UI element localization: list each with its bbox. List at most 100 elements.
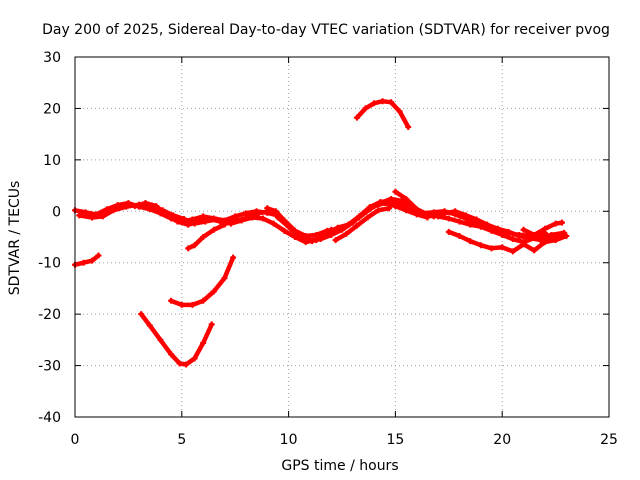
- data-point: [168, 297, 175, 304]
- data-point: [146, 322, 153, 329]
- data-point: [403, 207, 410, 214]
- y-tick-label: 0: [52, 204, 61, 220]
- y-tick-label: -30: [38, 359, 61, 375]
- data-point: [131, 203, 138, 210]
- x-tick-label: 25: [600, 432, 618, 448]
- data-point: [221, 221, 228, 228]
- data-point: [563, 232, 570, 239]
- data-point: [477, 223, 484, 230]
- data-point: [227, 220, 234, 227]
- data-point: [339, 226, 345, 233]
- data-point: [343, 230, 350, 237]
- data-point: [349, 219, 356, 226]
- data-point: [324, 227, 331, 234]
- data-point: [488, 227, 495, 234]
- data-point: [191, 355, 198, 362]
- series-arc-8: [445, 228, 570, 255]
- data-point: [552, 220, 559, 227]
- data-point: [281, 227, 288, 234]
- data-point: [163, 212, 170, 219]
- x-tick-labels: 0 5 10 15 20 25: [71, 432, 618, 448]
- data-point: [274, 214, 281, 221]
- data-point: [76, 212, 83, 219]
- data-point: [183, 361, 190, 368]
- chart-title: Day 200 of 2025, Sidereal Day-to-day VTE…: [42, 22, 610, 38]
- data-point: [353, 114, 360, 121]
- y-tick-label: 30: [43, 50, 61, 66]
- data-point: [210, 288, 217, 295]
- data-point: [110, 207, 117, 214]
- data-point: [398, 198, 405, 204]
- data-point: [313, 231, 320, 238]
- data-point: [80, 259, 87, 266]
- data-point: [264, 205, 271, 212]
- data-point: [292, 234, 299, 240]
- series-arc-14: [353, 98, 412, 130]
- y-tick-label: -20: [38, 307, 61, 323]
- x-tick-label: 5: [177, 432, 186, 448]
- data-point: [104, 206, 111, 213]
- data-point: [456, 218, 463, 225]
- data-point: [456, 232, 463, 239]
- data-point: [392, 203, 399, 210]
- data-point: [157, 336, 164, 343]
- data-point: [371, 100, 378, 107]
- data-point: [306, 237, 313, 244]
- data-point: [210, 226, 217, 233]
- data-point: [238, 217, 245, 224]
- data-point: [200, 297, 207, 304]
- data-point: [379, 98, 386, 105]
- y-axis-label: SDTVAR / TECUs: [7, 181, 23, 296]
- y-tick-label: 10: [43, 153, 61, 169]
- data-point: [195, 218, 202, 225]
- data-point: [200, 234, 207, 240]
- data-point: [217, 218, 224, 225]
- data-point: [142, 200, 149, 207]
- data-point: [413, 206, 420, 213]
- data-point: [505, 229, 512, 236]
- series-arc-10: [185, 221, 228, 252]
- data-point: [255, 210, 262, 217]
- data-point: [332, 237, 339, 244]
- data-point: [328, 231, 335, 238]
- data-point: [200, 339, 207, 346]
- series-arc-12: [168, 254, 237, 308]
- data-point: [509, 236, 516, 243]
- y-tick-label: 20: [43, 101, 61, 117]
- data-point: [168, 351, 175, 358]
- data-point: [445, 228, 452, 235]
- data-point: [174, 218, 181, 225]
- data-point: [467, 221, 474, 228]
- data-point: [516, 231, 523, 238]
- data-point: [89, 257, 96, 264]
- data-point: [520, 226, 527, 233]
- data-point: [364, 214, 371, 221]
- x-tick-label: 20: [493, 432, 511, 448]
- x-tick-label: 10: [280, 432, 298, 448]
- data-point: [520, 241, 527, 248]
- data-point: [242, 210, 249, 217]
- data-point: [388, 99, 395, 106]
- data-point: [405, 123, 412, 130]
- data-point: [385, 205, 392, 212]
- series-line: [72, 253, 101, 268]
- x-tick-label: 15: [386, 432, 404, 448]
- data-point: [296, 231, 303, 238]
- data-point: [499, 244, 506, 251]
- data-point: [441, 208, 448, 215]
- data-point: [396, 108, 403, 115]
- data-point: [531, 247, 538, 254]
- data-point: [208, 321, 215, 328]
- data-series: [72, 98, 570, 368]
- data-point: [467, 238, 474, 245]
- data-point: [123, 203, 130, 210]
- data-point: [362, 105, 369, 112]
- data-point: [559, 219, 566, 226]
- data-point: [191, 242, 198, 249]
- series-arc-9: [520, 219, 566, 238]
- data-point: [249, 214, 256, 221]
- x-axis-label: GPS time / hours: [281, 458, 398, 474]
- data-point: [185, 221, 192, 228]
- data-point: [285, 223, 292, 230]
- series-arc-5: [274, 200, 431, 244]
